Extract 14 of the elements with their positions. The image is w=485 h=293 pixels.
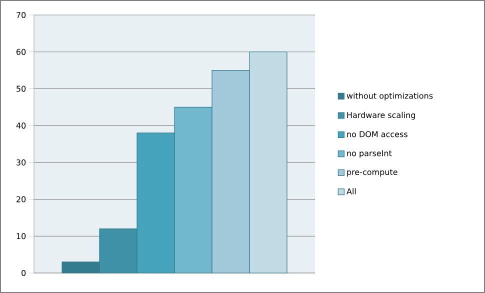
y-tick-label: 60 xyxy=(16,48,26,55)
y-tick-label: 10 xyxy=(16,233,26,240)
legend-label: Hardware scaling xyxy=(347,112,415,120)
y-tick-label: 20 xyxy=(16,196,26,202)
y-tick-label: 40 xyxy=(16,122,26,129)
legend-label: without optimizations xyxy=(346,92,433,100)
legend-label: pre-compute xyxy=(347,169,398,177)
y-tick-label: 70 xyxy=(16,12,26,18)
legend-label: All xyxy=(346,188,356,194)
y-tick-label: 30 xyxy=(16,159,26,166)
legend-label: no parseInt xyxy=(347,150,392,158)
y-tick-label: 0 xyxy=(22,270,26,276)
legend-label: no DOM access xyxy=(347,131,408,138)
y-tick-label: 50 xyxy=(16,86,26,92)
